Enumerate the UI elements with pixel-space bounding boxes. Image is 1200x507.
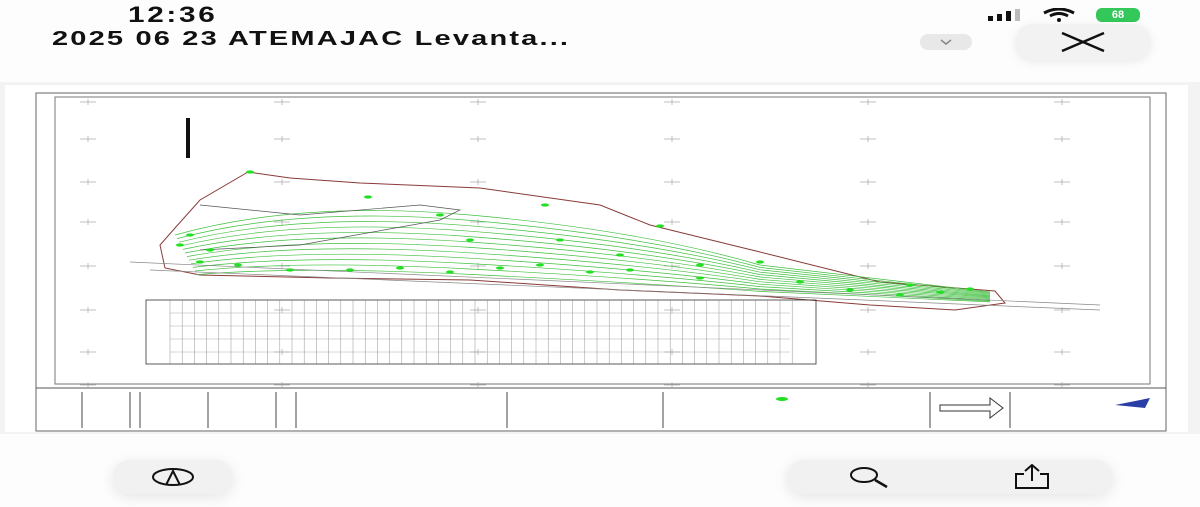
company-logo: [1115, 398, 1150, 408]
survey-point: [896, 293, 904, 297]
survey-point: [176, 243, 184, 247]
search-icon[interactable]: [847, 465, 891, 489]
contour-line: [176, 215, 991, 294]
contour-line: [184, 237, 991, 297]
markup-pen-icon: [152, 468, 194, 486]
survey-point: [436, 213, 444, 217]
bottom-toolbar: [787, 460, 1113, 494]
contour-line: [182, 232, 991, 296]
survey-point: [616, 253, 624, 257]
survey-point: [206, 248, 214, 252]
survey-point: [846, 288, 854, 292]
survey-point: [656, 224, 664, 228]
contour-line: [174, 210, 991, 293]
survey-point: [186, 233, 194, 237]
property-boundary: [159, 171, 1006, 311]
contour-line: [194, 264, 991, 302]
close-button[interactable]: [1015, 24, 1151, 60]
markup-button[interactable]: [113, 460, 233, 494]
cellular-signal-icon: [988, 9, 1020, 21]
wifi-icon: [1043, 8, 1075, 22]
title-menu-button[interactable]: [920, 34, 972, 50]
share-icon[interactable]: [1010, 464, 1054, 490]
contour-line: [188, 248, 991, 299]
survey-point: [396, 266, 404, 270]
survey-point: [234, 263, 242, 267]
survey-plan-drawing: [5, 85, 1188, 432]
close-icon: [1061, 31, 1105, 53]
survey-point: [756, 260, 764, 264]
survey-point: [966, 287, 974, 291]
survey-point: [536, 263, 544, 267]
document-preview[interactable]: [0, 82, 1200, 434]
survey-point: [696, 263, 704, 267]
contour-line: [178, 221, 991, 295]
table-frame: [145, 299, 817, 365]
survey-point: [364, 195, 372, 199]
status-time: 12:36: [128, 2, 218, 27]
survey-point: [556, 238, 564, 242]
battery-indicator: 68: [1096, 8, 1140, 22]
contour-line: [190, 253, 991, 300]
survey-point: [541, 203, 549, 207]
survey-point: [796, 280, 804, 284]
survey-point: [466, 238, 474, 242]
survey-point: [246, 170, 254, 174]
survey-point: [346, 268, 354, 272]
survey-point: [626, 268, 634, 272]
chevron-down-icon: [940, 39, 952, 45]
survey-point: [906, 283, 914, 287]
contour-line: [180, 226, 991, 296]
scale-bar: [186, 118, 190, 158]
survey-point: [496, 266, 504, 270]
survey-point: [446, 270, 454, 274]
title-block: [81, 392, 1150, 428]
survey-point: [586, 270, 594, 274]
status-indicators: 68: [988, 8, 1140, 22]
document-title[interactable]: 2025 06 23 ATEMAJAC Levanta...: [52, 28, 571, 50]
survey-point: [196, 260, 204, 264]
survey-point: [286, 268, 294, 272]
survey-point: [936, 290, 944, 294]
construction-table: [145, 299, 817, 365]
contour-line: [192, 259, 991, 301]
survey-point: [696, 276, 704, 280]
